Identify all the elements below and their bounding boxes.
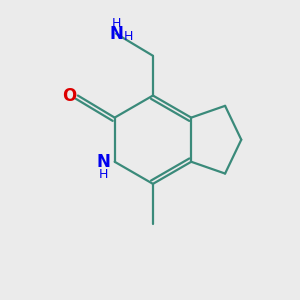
Text: N: N <box>97 153 110 171</box>
Text: H: H <box>99 168 108 181</box>
Text: H: H <box>112 17 121 30</box>
Text: O: O <box>62 86 77 104</box>
Text: N: N <box>109 25 123 43</box>
Text: H: H <box>124 30 133 43</box>
